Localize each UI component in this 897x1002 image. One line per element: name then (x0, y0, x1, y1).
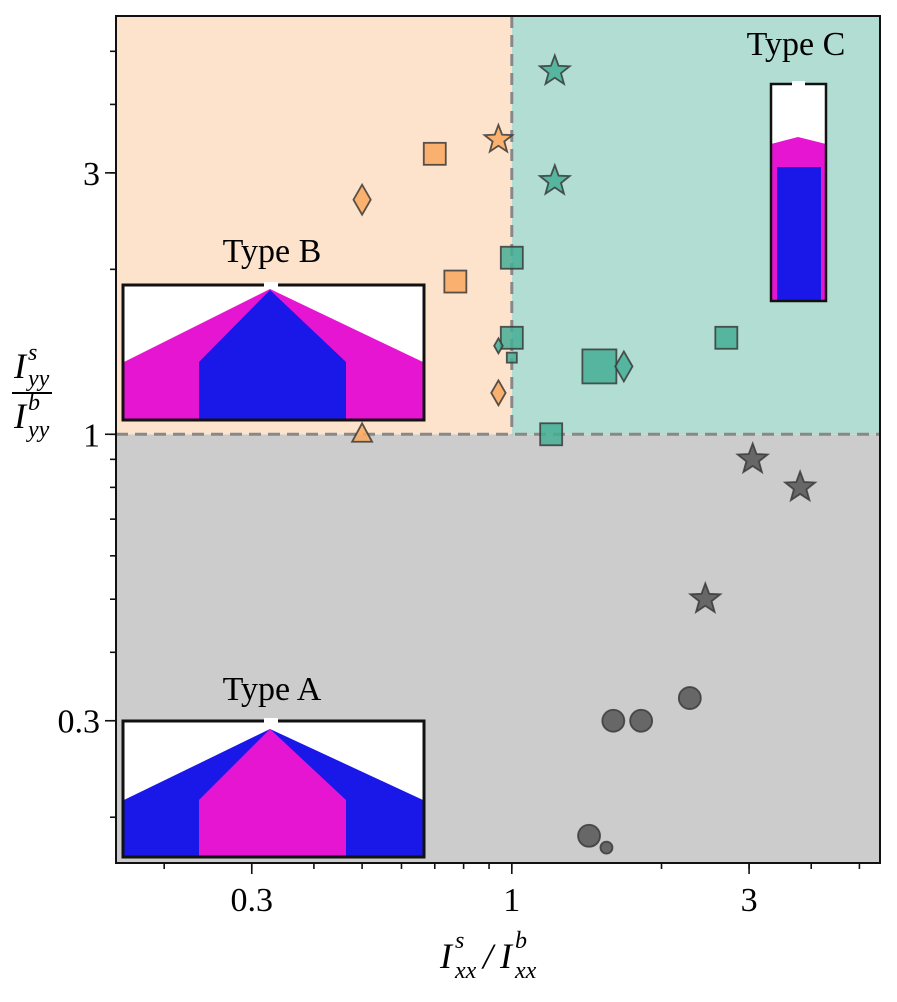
region-label-type-a: Type A (223, 671, 322, 708)
type-a-inset (121, 718, 426, 859)
data-point-diamond (493, 336, 504, 356)
x-tick-label: 1 (503, 882, 520, 919)
x-label-slash: / (481, 936, 496, 976)
x-label-denominator-symbol: I (499, 936, 514, 976)
data-point-square (581, 348, 618, 385)
data-point-circle (577, 823, 601, 848)
data-point-circle (629, 708, 654, 733)
type-c-inset-notch (792, 81, 805, 87)
y-axis-label: I s yy I b yy (12, 340, 52, 443)
x-label-numerator-sub: xx (454, 958, 477, 984)
data-point-circle (601, 708, 626, 733)
data-point-circle (677, 686, 702, 710)
data-point-square (505, 351, 518, 364)
data-point-star (482, 122, 515, 154)
x-tick-label: 0.3 (231, 882, 274, 919)
data-point-square (422, 141, 447, 166)
type-c-inner-shape (777, 167, 821, 301)
y-tick-label: 0.3 (58, 704, 101, 741)
x-label-denominator-sup: b (515, 928, 527, 954)
data-point-square (499, 245, 524, 270)
x-label-denominator-sub: xx (514, 958, 537, 984)
y-label-numerator-sub: yy (26, 366, 50, 392)
data-point-diamond (490, 378, 507, 408)
y-tick-label: 3 (83, 156, 100, 193)
y-label-denominator-sub: yy (26, 417, 50, 443)
data-point-star (537, 52, 573, 86)
type-a-inset-notch (264, 718, 278, 724)
y-label-denominator-sup: b (28, 390, 40, 416)
plot-frame (115, 15, 881, 864)
type-c-inset (769, 81, 828, 303)
y-tick-label: 1 (83, 417, 100, 454)
region-label-type-c: Type C (747, 26, 846, 63)
x-tick-label: 3 (741, 882, 758, 919)
data-point-diamond (352, 182, 372, 217)
type-b-inset (121, 282, 426, 422)
data-point-star (537, 162, 573, 196)
type-b-inset-notch (264, 282, 278, 288)
data-point-square (714, 325, 739, 350)
data-point-square (443, 269, 468, 294)
data-point-triangle (350, 421, 374, 443)
x-label-numerator-symbol: I (439, 936, 454, 976)
y-label-denominator-symbol: I (13, 396, 28, 436)
data-point-star (782, 469, 818, 503)
region-label-type-b: Type B (223, 233, 322, 270)
data-point-square (499, 325, 524, 350)
data-point-diamond (614, 349, 634, 384)
x-axis-label: I s xx / I b xx (439, 928, 537, 984)
type-b-inner-shape (199, 290, 346, 420)
y-label-numerator-symbol: I (13, 346, 28, 386)
data-point-circle (599, 840, 614, 855)
type-a-inner-shape (199, 729, 346, 857)
data-point-square (539, 422, 564, 447)
x-label-numerator-sup: s (455, 928, 464, 954)
data-point-star (687, 580, 723, 614)
y-label-numerator-sup: s (28, 340, 37, 366)
data-point-star (735, 441, 771, 475)
axis-ticks (105, 50, 861, 874)
